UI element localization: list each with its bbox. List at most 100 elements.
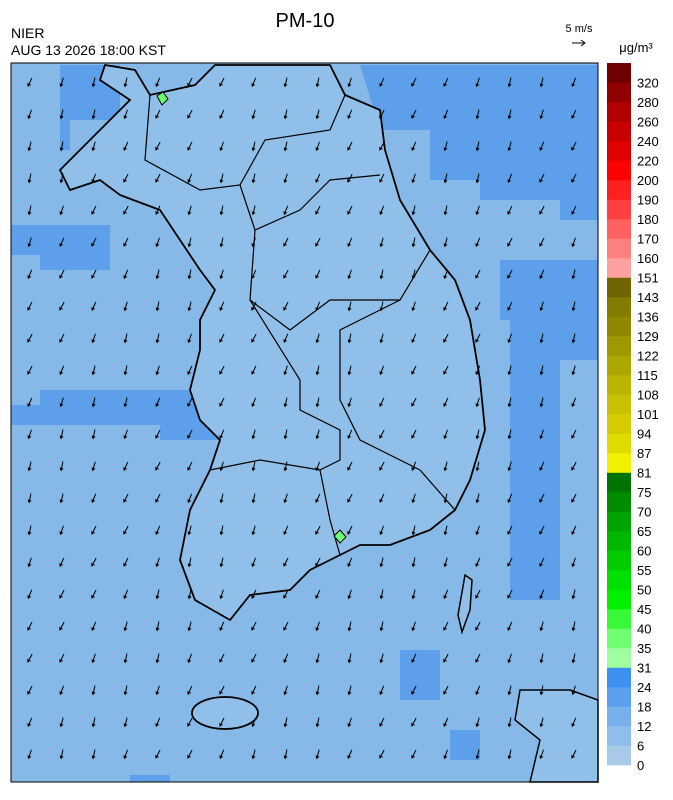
colorbar-segment	[607, 180, 631, 200]
colorbar-label: 40	[637, 622, 651, 637]
wind-arrow	[219, 365, 225, 375]
wind-arrow	[507, 621, 513, 632]
wind-arrow	[379, 685, 385, 696]
wind-arrow	[411, 493, 416, 504]
wind-arrow	[59, 589, 65, 599]
wind-arrow	[443, 749, 448, 760]
wind-arrow	[571, 269, 576, 280]
wind-arrow	[571, 685, 576, 696]
colorbar-segment	[607, 141, 631, 161]
wind-arrow	[155, 589, 160, 600]
wind-arrow	[571, 653, 576, 664]
colorbar-segment	[607, 63, 631, 83]
wind-arrow	[539, 653, 544, 664]
wind-arrow	[315, 589, 321, 599]
wind-arrow	[539, 525, 545, 535]
colorbar-segment	[607, 316, 631, 337]
wind-arrow	[475, 269, 481, 279]
wind-arrow	[347, 141, 353, 151]
wind-arrow	[27, 333, 33, 343]
wind-arrow	[91, 717, 96, 728]
colorbar-segment	[607, 453, 631, 473]
wind-arrow	[251, 653, 257, 663]
wind-arrow	[443, 77, 449, 87]
wind-arrow	[187, 525, 192, 536]
wind-arrow	[123, 621, 128, 632]
wind-arrow	[59, 685, 65, 696]
wind-arrow	[347, 589, 352, 600]
wind-arrow	[155, 301, 160, 312]
wind-arrow	[91, 525, 97, 535]
wind-arrow	[27, 717, 33, 728]
colorbar-segment	[607, 667, 631, 688]
wind-arrow	[539, 205, 545, 215]
colorbar-segment	[607, 706, 631, 727]
wind-arrow	[59, 109, 64, 120]
colorbar-segment	[607, 297, 631, 317]
wind-arrow	[283, 525, 289, 536]
wind-arrow	[347, 301, 352, 312]
wind-arrow	[27, 493, 32, 504]
wind-arrow	[283, 557, 289, 567]
wind-arrow	[379, 237, 384, 248]
wind-arrow	[155, 269, 160, 280]
wind-arrow	[155, 429, 161, 439]
wind-arrow	[411, 301, 416, 312]
wind-arrow	[379, 525, 384, 536]
wind-arrow	[283, 205, 289, 216]
wind-arrow	[475, 365, 481, 376]
wind-arrow	[91, 429, 96, 440]
wind-arrow	[219, 237, 224, 248]
wind-arrow	[91, 749, 96, 760]
wind-arrow	[571, 77, 577, 88]
wind-arrow	[443, 461, 448, 472]
wind-arrow	[443, 141, 448, 152]
wind-arrow	[475, 333, 481, 343]
wind-arrow	[539, 173, 545, 183]
wind-arrow	[91, 397, 96, 408]
colorbar-segment	[607, 628, 631, 649]
wind-arrow	[475, 77, 480, 88]
colorbar-segment	[607, 648, 631, 668]
colorbar-segment	[607, 531, 631, 551]
wind-arrow	[379, 365, 385, 376]
wind-arrow	[219, 141, 224, 152]
wind-arrow	[475, 525, 480, 536]
wind-arrow	[187, 301, 192, 312]
wind-arrow	[475, 461, 480, 472]
wind-arrow	[411, 621, 416, 632]
colorbar-segment	[607, 277, 631, 298]
wind-arrow	[411, 429, 417, 439]
colorbar-segment	[607, 394, 631, 415]
wind-arrow	[475, 621, 481, 631]
wind-arrow	[251, 749, 256, 760]
wind-scale-label: 5 m/s	[566, 23, 593, 35]
wind-arrow	[347, 653, 352, 664]
wind-arrow	[59, 557, 65, 567]
wind-arrow	[123, 269, 129, 280]
wind-arrow	[187, 749, 193, 759]
wind-arrow	[187, 589, 192, 600]
wind-arrow	[187, 333, 192, 344]
wind-arrow	[475, 173, 480, 184]
wind-arrow	[123, 461, 129, 471]
wind-arrow	[411, 589, 416, 600]
wind-arrow	[27, 173, 32, 184]
colorbar-segment	[607, 687, 631, 707]
wind-arrow	[283, 429, 288, 440]
wind-arrow	[219, 493, 224, 504]
colorbar-label: 87	[637, 446, 651, 461]
wind-arrow	[59, 397, 64, 408]
wind-arrow	[571, 365, 576, 376]
wind-arrow	[91, 77, 96, 88]
wind-arrow	[251, 269, 257, 279]
wind-arrow	[187, 269, 192, 280]
wind-arrow	[379, 493, 385, 503]
wind-arrow	[251, 685, 257, 695]
wind-arrow	[379, 461, 385, 471]
wind-arrow	[443, 621, 449, 631]
map	[10, 62, 599, 783]
wind-arrow	[187, 205, 192, 216]
wind-arrow	[315, 365, 320, 376]
wind-arrow	[187, 493, 193, 504]
